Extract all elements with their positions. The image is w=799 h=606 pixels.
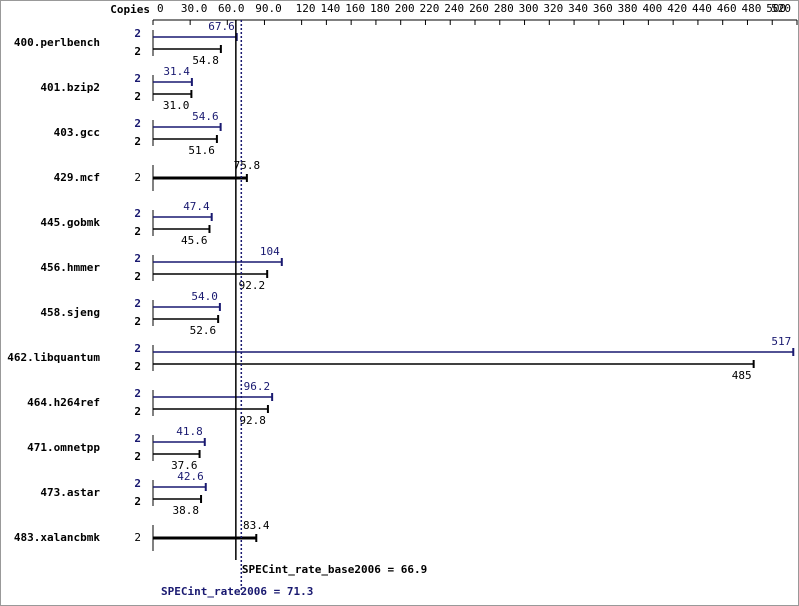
x-tick-label: 30.0 bbox=[181, 2, 208, 15]
copies: 2 bbox=[134, 45, 141, 58]
value-label: 31.4 bbox=[163, 65, 190, 78]
copies: 2 bbox=[134, 297, 141, 310]
value-label: 41.8 bbox=[176, 425, 203, 438]
category-label: 473.astar bbox=[40, 486, 100, 499]
category-label: 458.sjeng bbox=[40, 306, 100, 319]
value-label: 92.8 bbox=[239, 414, 266, 427]
copies: 2 bbox=[134, 477, 141, 490]
x-tick-label: 200 bbox=[395, 2, 415, 15]
value-label: 104 bbox=[260, 245, 280, 258]
x-tick-label: 360 bbox=[593, 2, 613, 15]
x-tick-label: 520 bbox=[771, 2, 791, 15]
copies: 2 bbox=[134, 90, 141, 103]
x-tick-label: 0 bbox=[157, 2, 164, 15]
copies: 2 bbox=[134, 27, 141, 40]
x-tick-label: 380 bbox=[618, 2, 638, 15]
x-tick-label: 280 bbox=[494, 2, 514, 15]
value-label: 54.8 bbox=[192, 54, 219, 67]
category-label: 456.hmmer bbox=[40, 261, 100, 274]
value-label: 38.8 bbox=[173, 504, 200, 517]
category-label: 400.perlbench bbox=[14, 36, 100, 49]
x-tick-label: 340 bbox=[568, 2, 588, 15]
value-label: 54.0 bbox=[191, 290, 218, 303]
category-label: 471.omnetpp bbox=[27, 441, 100, 454]
x-tick-label: 440 bbox=[692, 2, 712, 15]
copies: 2 bbox=[134, 531, 141, 544]
value-label: 42.6 bbox=[177, 470, 204, 483]
copies: 2 bbox=[134, 225, 141, 238]
copies: 2 bbox=[134, 171, 141, 184]
x-tick-label: 240 bbox=[444, 2, 464, 15]
category-label: 462.libquantum bbox=[7, 351, 100, 364]
category-label: 401.bzip2 bbox=[40, 81, 100, 94]
category-label: 403.gcc bbox=[54, 126, 100, 139]
value-label: 37.6 bbox=[171, 459, 198, 472]
category-label: 429.mcf bbox=[54, 171, 100, 184]
x-tick-label: 500 bbox=[766, 2, 786, 15]
x-tick-label: 460 bbox=[717, 2, 737, 15]
value-label: 92.2 bbox=[239, 279, 266, 292]
value-label: 67.6 bbox=[208, 20, 235, 33]
x-tick-label: 60.0 bbox=[218, 2, 245, 15]
x-tick-label: 120 bbox=[296, 2, 316, 15]
copies: 2 bbox=[134, 207, 141, 220]
x-tick-label: 400 bbox=[642, 2, 662, 15]
copies: 2 bbox=[134, 432, 141, 445]
value-label: 52.6 bbox=[190, 324, 217, 337]
value-label: 485 bbox=[732, 369, 752, 382]
x-tick-label: 160 bbox=[345, 2, 365, 15]
copies: 2 bbox=[134, 252, 141, 265]
copies: 2 bbox=[134, 135, 141, 148]
value-label: 83.4 bbox=[243, 519, 270, 532]
copies: 2 bbox=[134, 387, 141, 400]
value-label: 96.2 bbox=[244, 380, 271, 393]
reference-label: SPECint_rate2006 = 71.3 bbox=[161, 585, 313, 598]
copies: 2 bbox=[134, 450, 141, 463]
reference-label: SPECint_rate_base2006 = 66.9 bbox=[242, 563, 427, 576]
x-tick-label: 260 bbox=[469, 2, 489, 15]
copies: 2 bbox=[134, 315, 141, 328]
x-tick-label: 320 bbox=[543, 2, 563, 15]
x-tick-label: 300 bbox=[519, 2, 539, 15]
value-label: 47.4 bbox=[183, 200, 210, 213]
value-label: 45.6 bbox=[181, 234, 208, 247]
copies: 2 bbox=[134, 270, 141, 283]
x-tick-label: 140 bbox=[320, 2, 340, 15]
value-label: 51.6 bbox=[188, 144, 215, 157]
value-label: 517 bbox=[771, 335, 791, 348]
x-tick-label: 180 bbox=[370, 2, 390, 15]
copies-header: Copies bbox=[110, 3, 150, 16]
x-tick-label: 220 bbox=[420, 2, 440, 15]
copies: 2 bbox=[134, 342, 141, 355]
category-label: 483.xalancbmk bbox=[14, 531, 100, 544]
copies: 2 bbox=[134, 405, 141, 418]
copies: 2 bbox=[134, 495, 141, 508]
copies: 2 bbox=[134, 360, 141, 373]
category-label: 464.h264ref bbox=[27, 396, 100, 409]
value-label: 54.6 bbox=[192, 110, 219, 123]
copies: 2 bbox=[134, 72, 141, 85]
value-label: 31.0 bbox=[163, 99, 190, 112]
x-tick-label: 90.0 bbox=[255, 2, 282, 15]
x-tick-label: 420 bbox=[667, 2, 687, 15]
category-label: 445.gobmk bbox=[40, 216, 100, 229]
x-tick-label: 480 bbox=[742, 2, 762, 15]
value-label: 75.8 bbox=[234, 159, 261, 172]
copies: 2 bbox=[134, 117, 141, 130]
